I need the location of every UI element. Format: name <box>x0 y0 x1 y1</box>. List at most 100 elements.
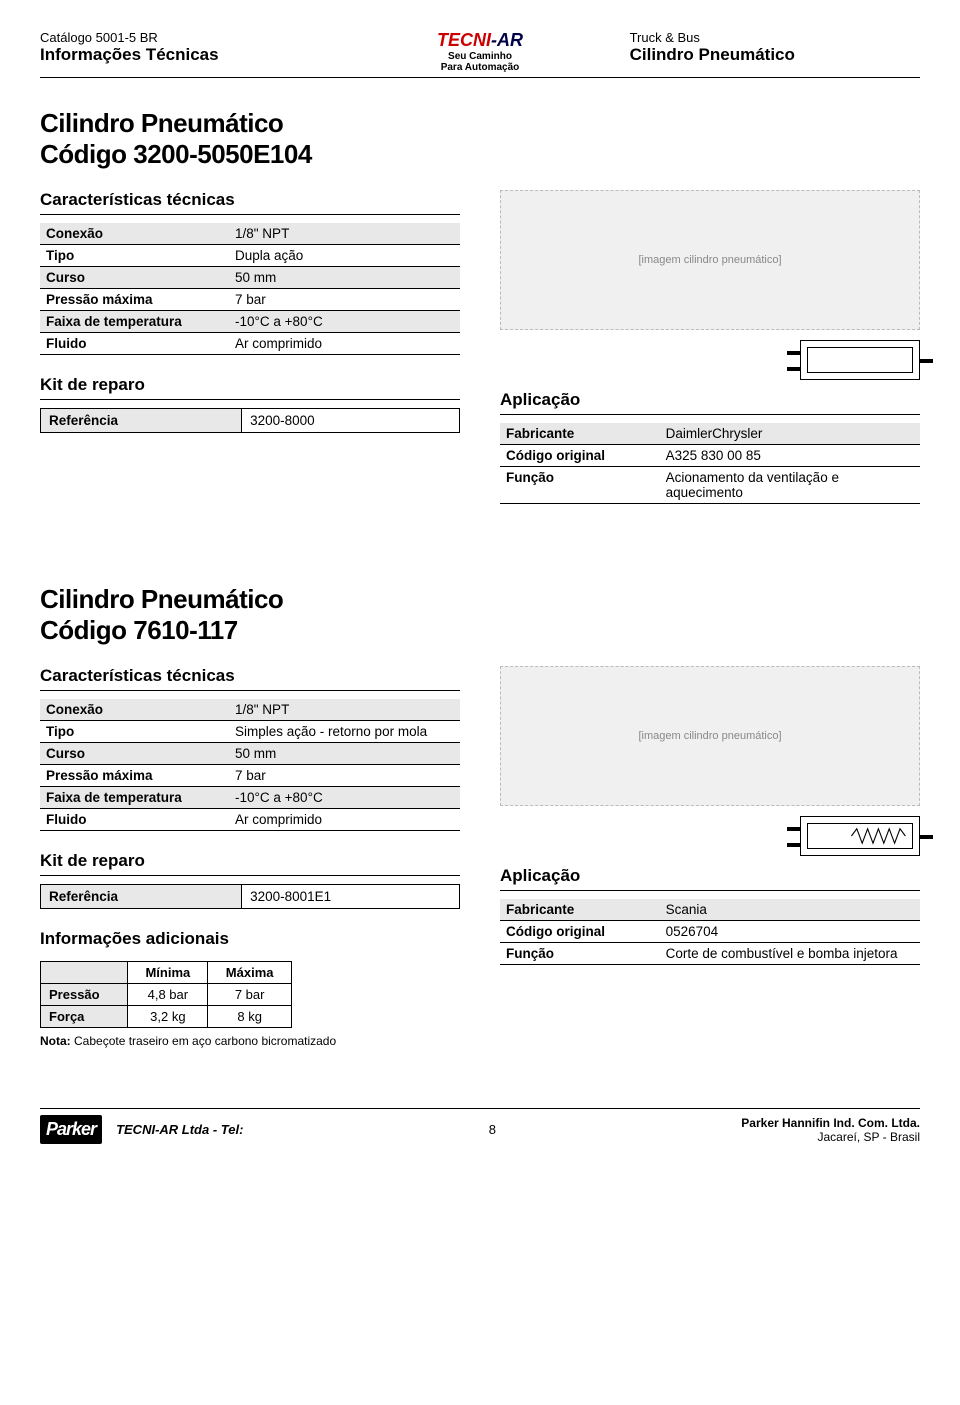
app-table: FabricanteDaimlerChryslerCódigo original… <box>500 423 920 504</box>
logo-text-2: -AR <box>491 30 523 50</box>
product-image: [imagem cilindro pneumático] <box>500 190 920 330</box>
cylinder-symbol-icon <box>800 816 920 856</box>
catalog-number: Catálogo 5001-5 BR <box>40 30 330 45</box>
header-logo: TECNI-AR Seu Caminho Para Automação <box>335 30 625 73</box>
info-col-header: Máxima <box>208 962 292 984</box>
spec-val: 50 mm <box>229 267 460 289</box>
footer-tecni: TECNI-AR Ltda - Tel: <box>116 1122 243 1137</box>
app-val: A325 830 00 85 <box>660 445 920 467</box>
logo-text-1: TECNI <box>437 30 491 50</box>
spec-val: 7 bar <box>229 289 460 311</box>
app-val: Corte de combustível e bomba injetora <box>660 943 920 965</box>
note: Nota: Cabeçote traseiro em aço carbono b… <box>40 1034 460 1048</box>
product-title: Cilindro Pneumático <box>40 108 920 139</box>
ref-table: Referência3200-8001E1 <box>40 884 460 909</box>
info-table: MínimaMáximaPressão4,8 bar7 barForça3,2 … <box>40 961 292 1028</box>
footer-location: Jacareí, SP - Brasil <box>741 1130 920 1144</box>
spec-val: 7 bar <box>229 765 460 787</box>
spec-row: Conexão1/8" NPT <box>40 699 460 721</box>
spec-val: 1/8" NPT <box>229 223 460 245</box>
app-val: Acionamento da ventilação e aquecimento <box>660 467 920 504</box>
app-key: Função <box>500 943 660 965</box>
app-heading: Aplicação <box>500 866 920 891</box>
spec-row: Conexão1/8" NPT <box>40 223 460 245</box>
info-cell: Pressão <box>41 984 128 1006</box>
app-val: DaimlerChrysler <box>660 423 920 445</box>
info-col-header <box>41 962 128 984</box>
spec-val: Ar comprimido <box>229 809 460 831</box>
spec-key: Curso <box>40 743 229 765</box>
spec-key: Curso <box>40 267 229 289</box>
info-cell: Força <box>41 1006 128 1028</box>
ref-val: 3200-8000 <box>242 409 460 433</box>
header-title: Informações Técnicas <box>40 45 330 65</box>
parker-logo: Parker <box>40 1115 102 1144</box>
info-cell: 8 kg <box>208 1006 292 1028</box>
spec-row: Pressão máxima7 bar <box>40 765 460 787</box>
ref-val: 3200-8001E1 <box>242 885 460 909</box>
spec-table: Conexão1/8" NPTTipoDupla açãoCurso50 mmP… <box>40 223 460 355</box>
info-cell: 3,2 kg <box>128 1006 208 1028</box>
spec-row: FluidoAr comprimido <box>40 333 460 355</box>
info-cell: 7 bar <box>208 984 292 1006</box>
header-right-1: Truck & Bus <box>630 30 920 45</box>
app-row: FabricanteDaimlerChrysler <box>500 423 920 445</box>
spec-val: -10°C a +80°C <box>229 787 460 809</box>
spec-val: Simples ação - retorno por mola <box>229 721 460 743</box>
app-table: FabricanteScaniaCódigo original0526704Fu… <box>500 899 920 965</box>
app-row: Código original0526704 <box>500 921 920 943</box>
spec-row: Pressão máxima7 bar <box>40 289 460 311</box>
header-right-2: Cilindro Pneumático <box>630 45 920 65</box>
product-title: Cilindro Pneumático <box>40 584 920 615</box>
specs-heading: Características técnicas <box>40 666 460 691</box>
header-left: Catálogo 5001-5 BR Informações Técnicas <box>40 30 330 65</box>
spec-val: Ar comprimido <box>229 333 460 355</box>
app-row: Código originalA325 830 00 85 <box>500 445 920 467</box>
kit-heading: Kit de reparo <box>40 375 460 400</box>
page-header: Catálogo 5001-5 BR Informações Técnicas … <box>40 30 920 78</box>
spec-key: Pressão máxima <box>40 765 229 787</box>
app-row: FabricanteScania <box>500 899 920 921</box>
spec-key: Tipo <box>40 245 229 267</box>
product-block: Cilindro Pneumático Código 7610-117 Cara… <box>40 584 920 1048</box>
page-number: 8 <box>489 1122 496 1137</box>
spec-val: Dupla ação <box>229 245 460 267</box>
app-key: Função <box>500 467 660 504</box>
spec-key: Faixa de temperatura <box>40 787 229 809</box>
spec-key: Fluido <box>40 809 229 831</box>
spec-val: 50 mm <box>229 743 460 765</box>
ref-key: Referência <box>41 885 242 909</box>
info-heading: Informações adicionais <box>40 929 460 953</box>
kit-heading: Kit de reparo <box>40 851 460 876</box>
ref-table: Referência3200-8000 <box>40 408 460 433</box>
app-heading: Aplicação <box>500 390 920 415</box>
app-val: 0526704 <box>660 921 920 943</box>
app-key: Código original <box>500 921 660 943</box>
info-col-header: Mínima <box>128 962 208 984</box>
spec-row: TipoSimples ação - retorno por mola <box>40 721 460 743</box>
app-row: FunçãoCorte de combustível e bomba injet… <box>500 943 920 965</box>
app-row: FunçãoAcionamento da ventilação e aqueci… <box>500 467 920 504</box>
spec-key: Conexão <box>40 223 229 245</box>
spec-val: -10°C a +80°C <box>229 311 460 333</box>
app-val: Scania <box>660 899 920 921</box>
info-cell: 4,8 bar <box>128 984 208 1006</box>
logo-sub-2: Para Automação <box>437 62 523 73</box>
spec-row: FluidoAr comprimido <box>40 809 460 831</box>
page-footer: Parker TECNI-AR Ltda - Tel: 8 Parker Han… <box>40 1108 920 1144</box>
product-code: Código 7610-117 <box>40 615 920 646</box>
app-key: Fabricante <box>500 423 660 445</box>
cylinder-symbol-icon <box>800 340 920 380</box>
info-row: Força3,2 kg8 kg <box>41 1006 292 1028</box>
spec-key: Pressão máxima <box>40 289 229 311</box>
app-key: Código original <box>500 445 660 467</box>
specs-heading: Características técnicas <box>40 190 460 215</box>
info-row: Pressão4,8 bar7 bar <box>41 984 292 1006</box>
product-block: Cilindro Pneumático Código 3200-5050E104… <box>40 108 920 524</box>
spec-table: Conexão1/8" NPTTipoSimples ação - retorn… <box>40 699 460 831</box>
logo-sub-1: Seu Caminho <box>437 51 523 62</box>
spec-key: Tipo <box>40 721 229 743</box>
spring-icon <box>848 827 909 845</box>
spec-key: Fluido <box>40 333 229 355</box>
spec-key: Faixa de temperatura <box>40 311 229 333</box>
